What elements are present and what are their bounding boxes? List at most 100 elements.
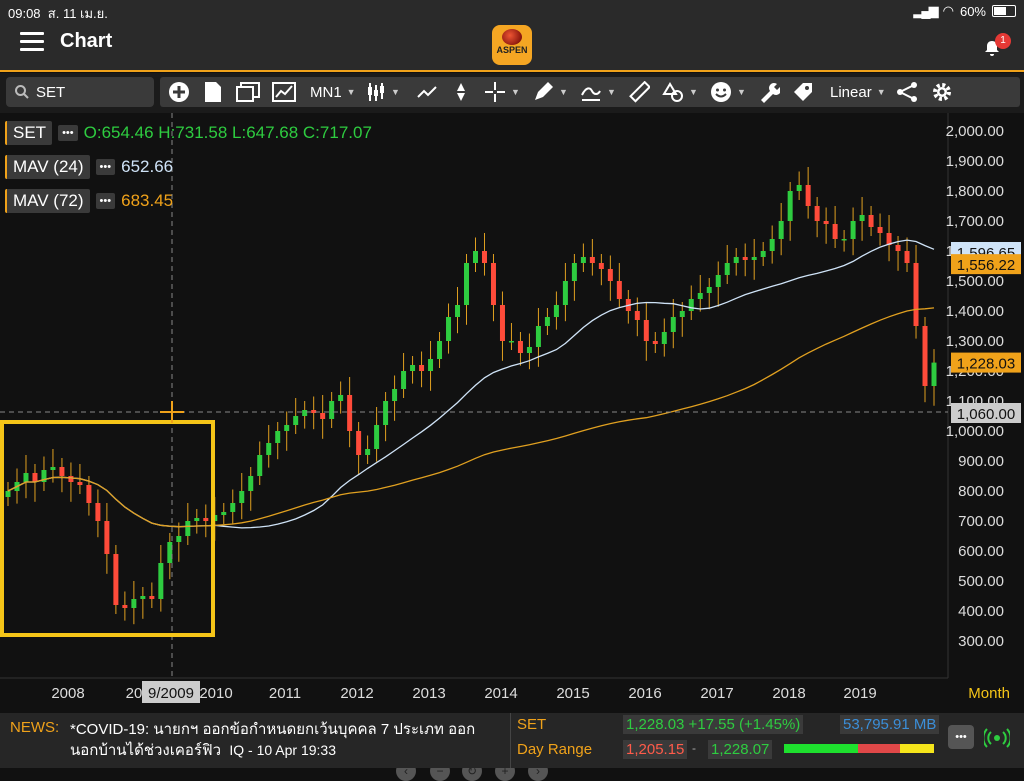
candle-body [347,395,353,431]
candle-body [688,299,694,311]
news-label: NEWS: [10,719,60,736]
candle-body [221,512,227,515]
symbol-input[interactable]: SET [36,84,66,101]
candlestick-icon[interactable]: ▼ [366,77,400,107]
menu-icon[interactable] [20,32,44,52]
tool-strip: MN1 ▼ ▼ ▼ ▼ ▼ ▼ ▼ Linear ▼ [160,77,1020,107]
candle-body [68,476,74,482]
share-icon[interactable] [896,77,918,107]
candle-body [859,215,865,221]
templates-icon[interactable] [236,77,260,107]
more-button[interactable]: ••• [948,725,974,749]
candle-body [868,215,874,227]
status-bar: 09:08 ส. 11 เม.ย. ▂▄▆ ◠ 60% [0,0,1024,21]
candle-body [131,599,137,608]
candle-body [59,467,65,476]
candle-body [517,341,523,353]
crosshair-icon[interactable]: ▼ [484,77,520,107]
day-range-high: 1,228.07 [708,740,773,759]
candle-body [410,365,416,371]
candle-body [41,470,47,482]
legend-mav72-tag[interactable]: MAV (72) [5,189,90,213]
legend-mav24-tag[interactable]: MAV (24) [5,155,90,179]
ruler-icon[interactable] [628,77,650,107]
legend-set-menu[interactable]: ••• [58,125,78,141]
period-label: Month [968,685,1010,702]
chart-area[interactable]: 2,000.001,900.001,800.001,700.001,600.00… [0,113,1024,781]
candle-body [751,257,757,260]
y-tick-label: 1,300.00 [946,333,1004,350]
candle-body [428,359,434,371]
day-range-low: 1,205.15 [623,740,688,759]
legend-mav72-menu[interactable]: ••• [95,193,116,209]
aspen-logo[interactable]: ASPEN [492,25,532,65]
battery-icon [992,5,1016,17]
chart-type-icon[interactable] [272,77,296,107]
candle-body [580,257,586,263]
quote-set-value: 1,228.03 +17.55 (+1.45%) [623,715,804,734]
pencil-icon[interactable]: ▼ [532,77,568,107]
emoji-icon[interactable]: ▼ [710,77,746,107]
x-tick-label: 2017 [700,685,733,702]
candle-body [850,221,856,239]
candle-body [733,257,739,263]
shapes-icon[interactable]: ▼ [662,77,698,107]
fibonacci-icon[interactable]: ▼ [580,77,616,107]
compare-icon[interactable] [450,77,472,107]
new-page-icon[interactable] [204,77,222,107]
price-tag-label: 1,228.03 [957,356,1015,373]
candle-body [176,536,182,542]
price-tag [951,254,1021,275]
chart-toolbar: SET MN1 ▼ ▼ ▼ ▼ ▼ ▼ ▼ Linear ▼ [0,73,1024,113]
candle-body [419,365,425,371]
candle-body [652,341,658,344]
candle-body [913,263,919,326]
signal-icon: ▂▄▆ [913,3,938,18]
wrench-icon[interactable] [758,77,780,107]
interval-dropdown[interactable]: MN1 ▼ [310,83,356,101]
y-tick-label: 900.00 [958,453,1004,470]
candle-body [895,245,901,251]
crosshair-date: 9/2009 [148,685,194,702]
candle-body [356,431,362,455]
quote-volume: 53,795.91 MB [840,715,940,734]
live-signal-icon[interactable] [984,727,1010,749]
x-tick-label: 2014 [484,685,517,702]
status-date: ส. 11 เม.ย. [47,6,108,21]
price-chart[interactable]: 2,000.001,900.001,800.001,700.001,600.00… [0,113,1024,713]
status-right: ▂▄▆ ◠ 60% [913,3,1016,19]
candle-body [805,185,811,206]
candle-body [167,542,173,563]
add-icon[interactable] [168,77,190,107]
candle-body [77,482,83,485]
legend-ohlc: O:654.46 H:731.58 L:647.68 C:717.07 [83,123,372,142]
candle-body [239,491,245,503]
page-title: Chart [60,30,113,52]
candle-body [5,491,11,497]
candle-body [446,317,452,341]
candle-body [320,413,326,419]
crosshair-cursor-icon [160,401,184,423]
candle-body [32,473,38,482]
candle-body [724,263,730,275]
candle-body [86,485,92,503]
legend-set-tag[interactable]: SET [5,121,53,145]
candle-body [464,263,470,305]
candle-body [562,281,568,305]
candle-body [140,596,146,599]
candle-body [185,521,191,536]
gear-icon[interactable] [930,77,954,107]
search-icon [15,85,29,99]
news-ticker[interactable]: *COVID-19: นายกฯ ออกข้อกำหนดยกเว้นบุคคล … [70,719,500,761]
symbol-search[interactable]: SET [6,77,154,107]
indicator-icon[interactable] [416,77,438,107]
tag-icon[interactable] [792,77,814,107]
y-tick-label: 1,900.00 [946,153,1004,170]
candle-body [544,317,550,326]
candle-body [643,320,649,341]
app-header: Chart ASPEN 1 [0,20,1024,72]
candle-body [607,269,613,281]
candle-body [266,443,272,455]
legend-mav24-menu[interactable]: ••• [95,159,116,175]
scale-dropdown[interactable]: Linear ▼ [830,83,886,101]
